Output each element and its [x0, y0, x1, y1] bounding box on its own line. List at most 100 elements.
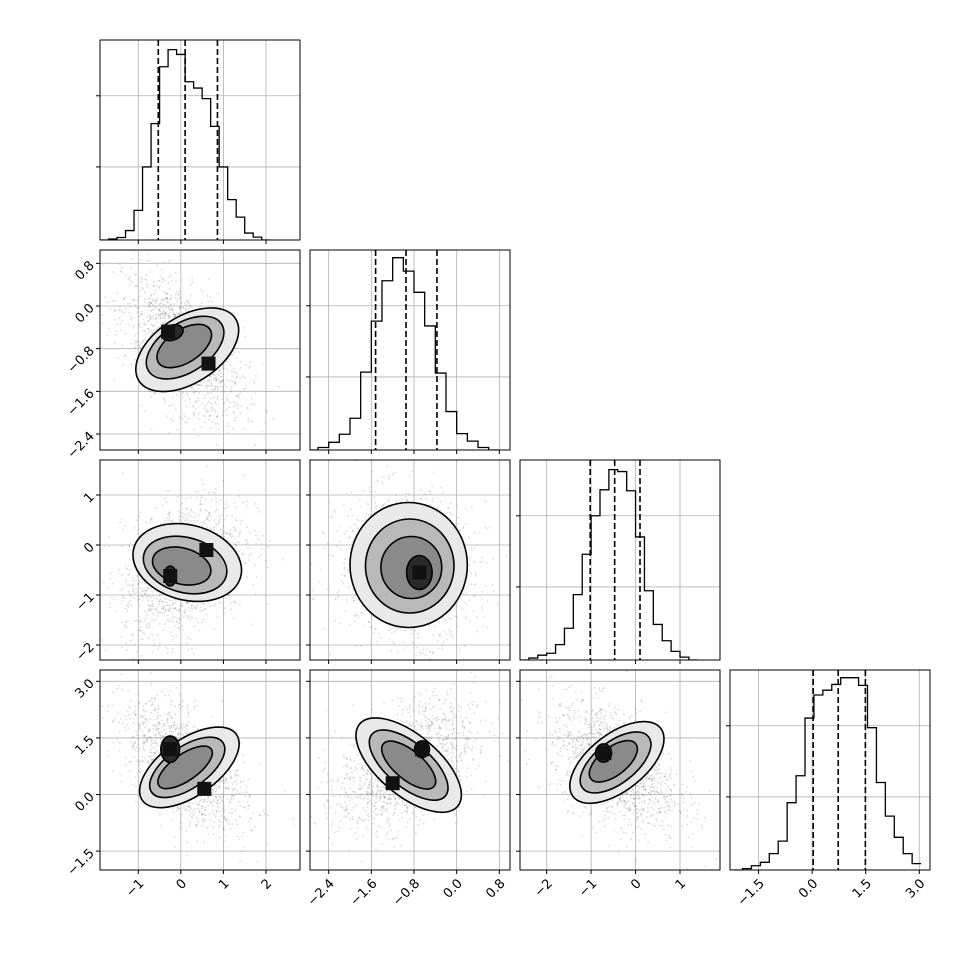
panel-content: [100, 460, 300, 663]
scatter-point: [150, 697, 153, 700]
scatter-point: [180, 511, 182, 514]
scatter-point: [142, 339, 144, 342]
scatter-point: [143, 632, 146, 635]
scatter-point: [151, 308, 154, 311]
scatter-point: [169, 242, 171, 244]
scatter-point: [127, 601, 130, 604]
scatter-point: [118, 731, 121, 734]
scatter-point: [353, 614, 356, 616]
scatter-point: [351, 597, 354, 599]
scatter-point: [166, 296, 168, 299]
scatter-point: [149, 271, 151, 273]
scatter-point: [396, 627, 399, 630]
axes-frame: [99, 39, 301, 241]
scatter-point: [133, 597, 136, 600]
scatter-point: [207, 392, 210, 395]
scatter-point: [215, 795, 218, 798]
scatter-point: [425, 498, 428, 500]
scatter-point: [409, 629, 412, 631]
scatter-point: [162, 303, 165, 306]
scatter-point: [159, 314, 161, 317]
scatter-point: [418, 651, 421, 653]
scatter-point: [160, 661, 162, 663]
scatter-point: [233, 600, 235, 603]
scatter-point: [216, 373, 219, 376]
scatter-point: [131, 376, 134, 379]
scatter-point: [124, 274, 127, 277]
scatter-point: [110, 596, 113, 599]
scatter-point: [175, 394, 178, 397]
scatter-point: [344, 610, 347, 612]
scatter-point: [200, 301, 203, 304]
scatter-point: [180, 279, 183, 282]
scatter-point: [204, 607, 207, 610]
scatter-point: [256, 506, 259, 509]
scatter-point: [209, 296, 212, 298]
scatter-point: [216, 415, 219, 418]
scatter-point: [166, 614, 169, 617]
scatter-point: [223, 506, 225, 509]
scatter-point: [219, 375, 222, 378]
scatter-point: [216, 387, 219, 390]
scatter-point: [230, 777, 233, 780]
scatter-point: [179, 707, 182, 710]
scatter-point: [214, 386, 217, 388]
scatter-point: [155, 609, 157, 611]
scatter-point: [189, 398, 191, 400]
scatter-point: [393, 472, 396, 475]
scatter-point: [231, 514, 234, 517]
scatter-point: [141, 638, 144, 641]
scatter-point: [389, 638, 392, 641]
scatter-point: [166, 297, 169, 300]
scatter-point: [153, 305, 156, 308]
scatter-point: [118, 568, 121, 571]
scatter-point: [157, 717, 160, 720]
scatter-point: [158, 309, 161, 311]
scatter-point: [468, 599, 471, 602]
scatter-point: [234, 383, 237, 385]
scatter-point: [353, 599, 355, 602]
scatter-point: [124, 354, 127, 357]
scatter-point: [161, 601, 164, 603]
scatter-point: [231, 311, 234, 314]
scatter-point: [166, 517, 169, 519]
y-tick-label: 0: [81, 540, 97, 556]
scatter-point: [170, 303, 172, 305]
scatter-point: [128, 549, 130, 552]
scatter-point: [264, 422, 267, 425]
scatter-point: [463, 644, 466, 647]
scatter-point: [261, 363, 264, 366]
scatter-point: [184, 303, 186, 305]
scatter-point: [215, 501, 218, 503]
scatter-point: [312, 589, 314, 592]
scatter-point: [168, 517, 171, 520]
scatter-point: [474, 574, 477, 577]
scatter-point: [419, 498, 422, 500]
scatter-point: [232, 351, 235, 354]
scatter-point: [132, 584, 135, 587]
scatter-point: [441, 647, 444, 650]
scatter-point: [161, 504, 164, 507]
scatter-point: [124, 564, 127, 567]
scatter-point: [155, 300, 158, 302]
scatter-point: [125, 625, 127, 628]
scatter-point: [186, 521, 189, 524]
scatter-point: [250, 397, 253, 400]
scatter-point: [171, 651, 174, 654]
scatter-point: [180, 812, 183, 815]
scatter-point: [141, 599, 144, 602]
scatter-point: [156, 284, 159, 287]
scatter-point: [159, 723, 162, 725]
scatter-point: [178, 627, 181, 630]
scatter-point: [147, 637, 150, 640]
scatter-point: [114, 333, 117, 336]
scatter-point: [468, 585, 470, 588]
scatter-point: [142, 596, 145, 599]
scatter-point: [161, 277, 164, 280]
scatter-point: [194, 725, 197, 727]
scatter-point: [445, 511, 448, 514]
scatter-point: [208, 278, 211, 280]
scatter-point: [361, 611, 364, 614]
scatter-point: [190, 283, 193, 286]
scatter-point: [140, 287, 143, 289]
